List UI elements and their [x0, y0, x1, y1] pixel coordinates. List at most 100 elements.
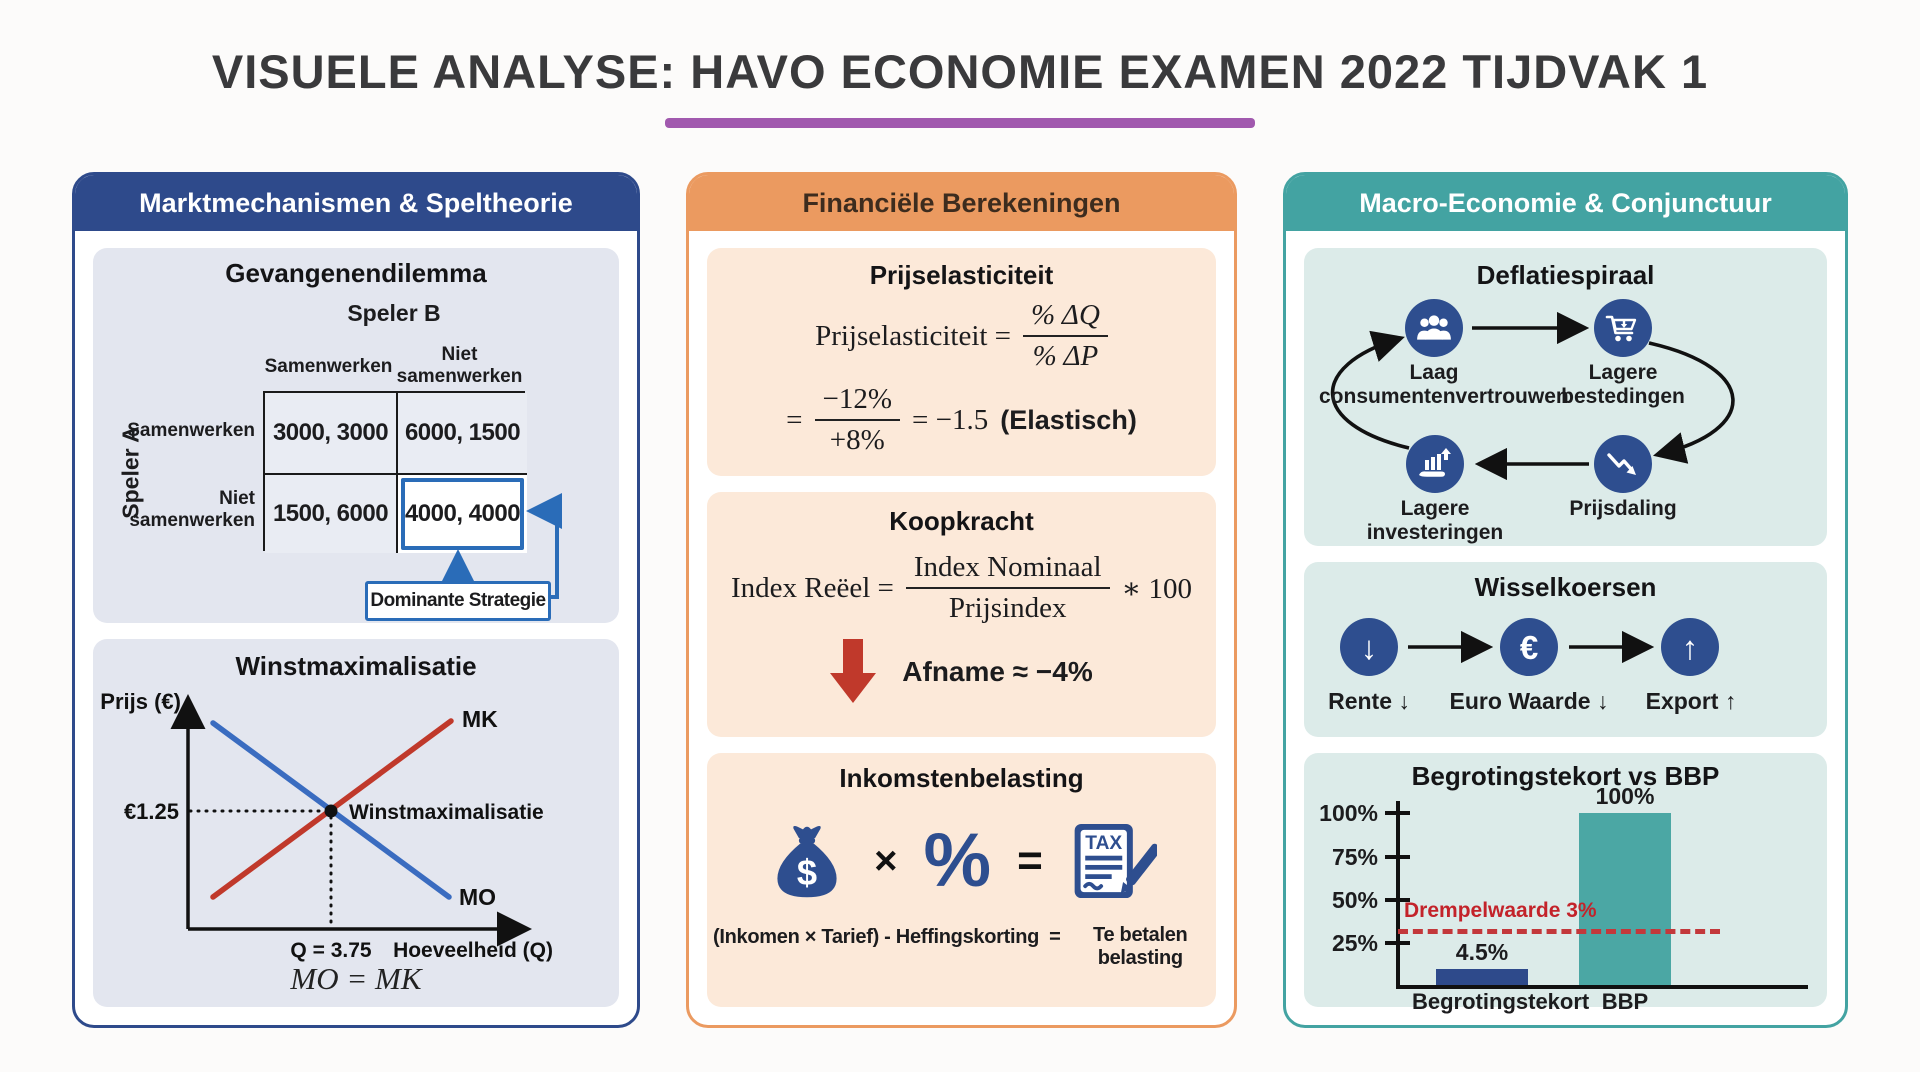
koopkracht-fraction: Index Nominaal Prijsindex: [905, 551, 1110, 625]
elasticity-result: = −1.5: [912, 403, 989, 436]
fraction-numerator: Index Nominaal: [905, 551, 1110, 589]
payoff-matrix: 3000, 3000 6000, 1500 1500, 6000 4000, 4…: [263, 391, 527, 553]
koopkracht-formula: Index Reëel = Index Nominaal Prijsindex …: [707, 551, 1216, 625]
tax-caption-left: (Inkomen × Tarief) - Heffingskorting: [713, 926, 1040, 948]
price-elasticity-card: Prijselasticiteit Prijselasticiteit = % …: [707, 248, 1216, 476]
tax-caption-equals: =: [1049, 926, 1061, 948]
fraction-denominator: % ΔP: [1032, 340, 1099, 372]
elasticity-title: Prijselasticiteit: [869, 260, 1054, 290]
exchange-rates-card: Wisselkoersen ↓ €: [1304, 562, 1827, 737]
dominant-strategy-callout: Dominante Strategie: [365, 581, 551, 621]
budget-deficit-card: Begrotingstekort vs BBP 100% 75% 50% 25%…: [1304, 753, 1827, 1014]
tax-caption-right: Te betalen belasting: [1093, 924, 1188, 969]
euro-circle: €: [1500, 618, 1558, 676]
fraction-numerator: % ΔQ: [1023, 299, 1108, 337]
page-title: VISUELE ANALYSE: HAVO ECONOMIE EXAMEN 20…: [211, 45, 1709, 98]
fraction-numerator: −12%: [814, 383, 901, 421]
down-arrow-icon: ↓: [1360, 628, 1378, 666]
y-axis-label: Prijs (€): [100, 689, 181, 714]
column-macro-economie: Macro-Economie & Conjunctuur Deflatiespi…: [1283, 172, 1848, 1028]
profit-max-chart: Prijs (€) €1.25 MK MO Winstmaximalisatie…: [100, 689, 553, 962]
export-label: Export ↑: [1645, 688, 1737, 714]
income-tax-card: Inkomstenbelasting $ × % =: [707, 753, 1216, 1007]
y-tick-label: 100%: [1319, 800, 1378, 826]
y-tick: [1385, 941, 1410, 945]
profit-max-formula: MO = MK: [290, 961, 422, 996]
wissel-title: Wisselkoersen: [1474, 572, 1657, 602]
purchasing-power-card: Koopkracht Index Reëel = Index Nominaal …: [707, 492, 1216, 737]
deflation-node-label: Prijsdaling: [1569, 497, 1677, 520]
percent-icon: %: [923, 818, 992, 903]
y-tick-label: 75%: [1331, 844, 1378, 870]
mk-label: MK: [462, 706, 498, 732]
tax-formula-icons: $ × % = TAX: [707, 806, 1216, 916]
quantity-tick-label: Q = 3.75: [290, 939, 371, 962]
fraction-denominator: +8%: [829, 424, 885, 456]
koopkracht-title: Koopkracht: [889, 506, 1034, 536]
row-header-samenwerken: Samenwerken: [127, 420, 255, 441]
row-header-niet-samenwerken: Niet samenwerken: [129, 488, 255, 531]
y-tick-label: 25%: [1331, 930, 1378, 956]
y-tick: [1385, 855, 1410, 859]
down-arrow-icon: [830, 639, 877, 703]
budget-title: Begrotingstekort vs BBP: [1411, 761, 1720, 791]
mid-column-header: Financiële Berekeningen: [689, 175, 1234, 231]
times-operator: ×: [874, 838, 898, 883]
fraction-denominator: Prijsindex: [948, 592, 1067, 624]
deflation-node-label: Lagere bestedingen: [1561, 361, 1685, 408]
col-header-niet-samenwerken: Niet samenwerken: [396, 344, 523, 387]
threshold-dashed-line: [1398, 929, 1720, 934]
player-a-label: Speler A: [117, 426, 144, 519]
people-icon: [1417, 315, 1451, 340]
equals-operator: =: [1017, 836, 1043, 885]
belasting-title: Inkomstenbelasting: [839, 763, 1084, 793]
x-axis-label: Hoeveelheid (Q): [393, 939, 553, 962]
bar-value-label: 100%: [1595, 783, 1655, 809]
left-column-header: Marktmechanismen & Speltheorie: [75, 175, 637, 231]
deflation-node-label: Laag consumentenvertrouwen: [1319, 361, 1569, 408]
elasticity-note: (Elastisch): [1000, 404, 1137, 435]
shopping-cart-icon: [1605, 315, 1637, 342]
hand-chart-icon: [1419, 448, 1451, 477]
profit-max-title: Winstmaximalisatie: [235, 651, 477, 681]
columns-container: Marktmechanismen & Speltheorie Gevangene…: [72, 172, 1848, 1028]
bar-value-label: 4.5%: [1455, 939, 1509, 965]
dollar-glyph: $: [797, 852, 817, 893]
deflation-spiral-card: Deflatiespiraal: [1304, 248, 1827, 546]
profit-maximisation-card: Winstmaximalisatie: [93, 639, 619, 1007]
pencil-glyph: [1120, 843, 1157, 894]
payoff-cell-dominant: 4000, 4000: [396, 473, 527, 553]
price-drop-icon: [1594, 435, 1652, 493]
investment-icon: [1406, 435, 1464, 493]
elasticity-formula: Prijselasticiteit = % ΔQ % ΔP: [707, 299, 1216, 373]
export-circle: ↑: [1661, 618, 1719, 676]
player-b-label: Speler B: [347, 300, 441, 326]
koopkracht-suffix: ∗ 100: [1121, 572, 1192, 605]
declining-chart-icon: [1607, 453, 1636, 475]
prisoners-dilemma-card: Gevangenendilemma Speler B Samenwerken N…: [93, 248, 619, 623]
bar-bbp: [1579, 813, 1671, 985]
consumer-confidence-icon: [1405, 299, 1463, 357]
koopkracht-lhs: Index Reëel =: [730, 571, 894, 604]
column-markt-speltheorie: Marktmechanismen & Speltheorie Gevangene…: [72, 172, 640, 1028]
prisoners-dilemma-title: Gevangenendilemma: [225, 258, 487, 288]
payoff-cell: 1500, 6000: [265, 473, 396, 553]
koopkracht-decrease-row: Afname ≈ −4%: [707, 639, 1216, 705]
mid-column-body: Prijselasticiteit Prijselasticiteit = % …: [689, 231, 1234, 1025]
left-column-body: Gevangenendilemma Speler B Samenwerken N…: [75, 231, 637, 1025]
equilibrium-point: [324, 804, 338, 818]
elasticity-lhs: Prijselasticiteit =: [815, 319, 1012, 352]
bar-category-label: BBP: [1601, 989, 1649, 1014]
elasticity-value-fraction: −12% +8%: [814, 383, 901, 457]
payoff-cell: 3000, 3000: [265, 393, 396, 473]
right-column-body: Deflatiespiraal: [1286, 231, 1845, 1025]
euro-icon: €: [1519, 628, 1539, 666]
interest-label: Rente ↓: [1328, 688, 1410, 714]
equilibrium-label: Winstmaximalisatie: [349, 801, 544, 824]
y-tick-label: 50%: [1331, 887, 1378, 913]
koopkracht-decrease-label: Afname ≈ −4%: [902, 656, 1093, 687]
deflation-title: Deflatiespiraal: [1476, 260, 1655, 290]
budget-x-axis: [1396, 985, 1808, 989]
equals-sign: =: [786, 403, 803, 436]
